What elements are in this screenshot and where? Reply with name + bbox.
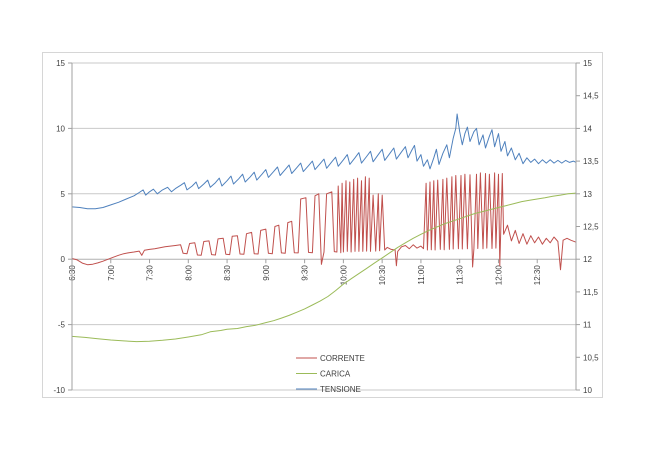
x-axis-tick-label: 10:30 xyxy=(378,265,387,286)
right-axis-tick-label: 14,5 xyxy=(583,92,599,101)
legend-label: TENSIONE xyxy=(320,385,361,394)
right-axis-tick-label: 15 xyxy=(583,59,592,68)
right-axis-tick-label: 13,5 xyxy=(583,157,599,166)
left-axis-tick-label: -5 xyxy=(58,321,66,330)
right-axis-tick-label: 12 xyxy=(583,255,592,264)
legend-label: CARICA xyxy=(320,370,351,379)
right-axis-tick-label: 10 xyxy=(583,386,592,395)
series-carica xyxy=(71,192,577,343)
left-axis-tick-label: -10 xyxy=(53,386,65,395)
left-axis-tick-label: 5 xyxy=(61,190,66,199)
legend: CORRENTE CARICA TENSIONE xyxy=(296,354,365,394)
x-axis-tick-label: 8:00 xyxy=(184,265,193,281)
left-axis-tick-label: 15 xyxy=(56,59,65,68)
x-axis-tick-label: 12:00 xyxy=(494,265,503,286)
right-axis-tick-label: 12,5 xyxy=(583,223,599,232)
x-axis-tick-label: 9:00 xyxy=(262,265,271,281)
chart-frame xyxy=(42,52,603,398)
gridlines xyxy=(68,62,580,391)
axis-labels: 15 10 5 0 -5 -10 15 14,5 14 13,5 13 12,5 12 11,5 11 10,… xyxy=(53,59,599,395)
x-axis-tick-label: 10:00 xyxy=(339,265,348,286)
legend-entry-corrente: CORRENTE xyxy=(296,354,365,363)
x-axis-tick-label: 8:30 xyxy=(223,265,232,281)
left-axis-tick-label: 10 xyxy=(56,124,65,133)
legend-entry-tensione: TENSIONE xyxy=(296,385,361,394)
x-axis-tick-label: 12:30 xyxy=(533,265,542,286)
legend-label: CORRENTE xyxy=(320,354,365,363)
right-axis-tick-label: 14 xyxy=(583,124,592,133)
x-axis-tick-label: 11:30 xyxy=(456,265,465,285)
series-tensione xyxy=(71,113,577,210)
legend-entry-carica: CARICA xyxy=(296,370,351,379)
x-axis-tick-label: 7:30 xyxy=(146,265,155,281)
x-axis-tick-label: 7:00 xyxy=(107,265,116,281)
x-axis-tick-label: 11:00 xyxy=(417,265,426,285)
right-axis-tick-label: 10,5 xyxy=(583,353,599,362)
right-axis-tick-label: 11,5 xyxy=(583,288,599,297)
right-axis-tick-label: 13 xyxy=(583,190,592,199)
left-axis-tick-label: 0 xyxy=(61,255,66,264)
right-axis-tick-label: 11 xyxy=(583,321,592,330)
series-corrente xyxy=(71,172,577,271)
x-axis-tick-label: 9:30 xyxy=(301,265,310,281)
